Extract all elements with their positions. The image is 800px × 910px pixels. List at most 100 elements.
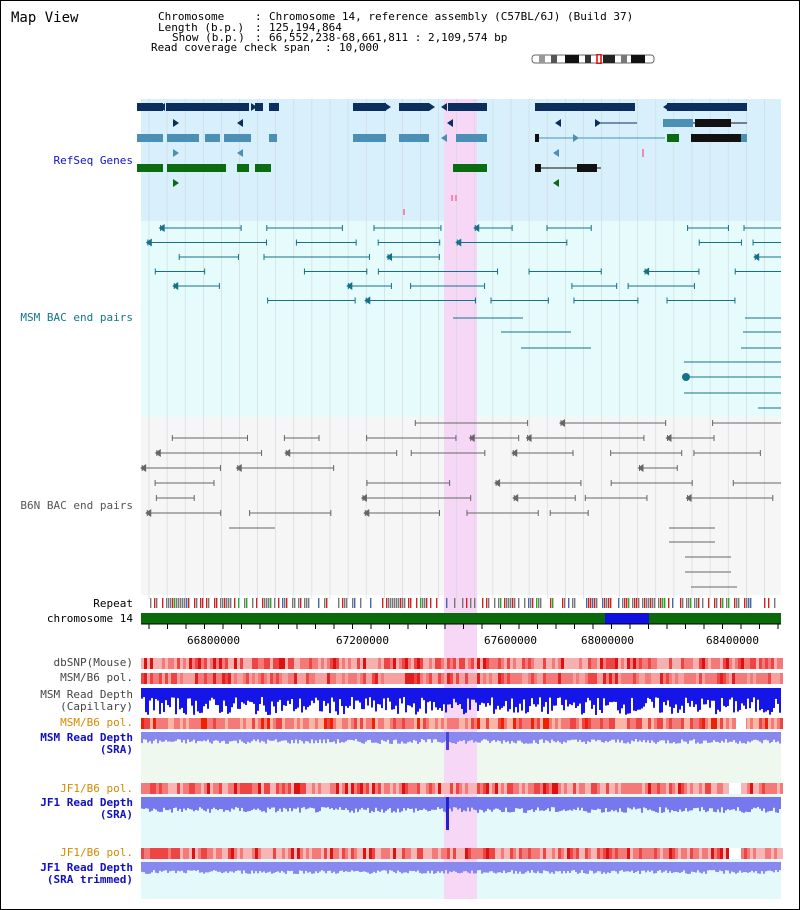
- heat-cell: [204, 718, 207, 729]
- depth-bar: [411, 862, 413, 872]
- track-label-jf1-depth-trimmed[interactable]: JF1 Read Depth: [40, 861, 133, 874]
- depth-bar: [477, 688, 479, 711]
- depth-bar: [563, 797, 565, 810]
- heat-cell: [519, 718, 522, 729]
- heat-cell: [426, 783, 429, 794]
- depth-bar: [299, 688, 301, 699]
- depth-bar: [253, 688, 255, 704]
- depth-bar: [435, 862, 437, 874]
- heat-cell: [432, 783, 435, 794]
- strand-arrow: [363, 509, 370, 517]
- depth-bar: [143, 797, 145, 810]
- depth-bar: [365, 732, 367, 742]
- depth-bar: [333, 862, 335, 872]
- heat-cell: [408, 673, 411, 684]
- depth-bar: [573, 862, 575, 871]
- heat-cell: [282, 848, 285, 859]
- depth-bar: [505, 797, 507, 808]
- depth-bar: [235, 688, 237, 698]
- heat-cell: [153, 848, 156, 859]
- depth-bar: [415, 732, 417, 741]
- track-label-msm-depth-capillary-sub: (Capillary): [60, 700, 133, 713]
- heat-cell: [717, 718, 720, 729]
- depth-bar: [317, 797, 319, 813]
- depth-bar: [647, 797, 649, 811]
- heat-cell: [468, 658, 471, 669]
- depth-bar: [413, 732, 415, 740]
- track-label-repeat[interactable]: Repeat: [93, 597, 133, 610]
- depth-bar: [363, 797, 365, 810]
- heat-cell: [657, 673, 660, 684]
- depth-bar: [611, 688, 613, 703]
- track-label-chromosome[interactable]: chromosome 14: [46, 612, 133, 625]
- depth-bar: [407, 688, 409, 706]
- heat-cell: [774, 673, 777, 684]
- repeat-element: [282, 598, 284, 608]
- track-label-jf1-b6-pol-2[interactable]: JF1/B6 pol.: [60, 846, 133, 859]
- heat-cell: [474, 718, 477, 729]
- depth-bar: [617, 688, 619, 711]
- track-label-msm-depth-capillary[interactable]: MSM Read Depth: [40, 688, 133, 701]
- depth-bar: [297, 732, 299, 744]
- heat-cell: [567, 673, 570, 684]
- heat-cell: [402, 783, 405, 794]
- track-label-msm-depth-sra[interactable]: MSM Read Depth: [40, 731, 133, 744]
- track-label-dbsnp[interactable]: dbSNP(Mouse): [53, 656, 133, 669]
- depth-bar: [715, 797, 717, 813]
- heat-cell: [411, 658, 414, 669]
- heat-cell: [396, 673, 399, 684]
- heat-cell: [774, 658, 777, 669]
- heat-cell: [183, 658, 186, 669]
- chromosome-ideogram[interactable]: [531, 54, 655, 64]
- depth-bar: [343, 797, 345, 810]
- heat-cell: [213, 783, 216, 794]
- axis-tick-label: 68400000: [706, 634, 759, 647]
- heat-cell: [459, 848, 462, 859]
- track-label-msm-b6-pol-2[interactable]: MSM/B6 pol.: [60, 716, 133, 729]
- heat-cell: [198, 848, 201, 859]
- heat-cell: [594, 718, 597, 729]
- depth-bar: [431, 732, 433, 743]
- heat-cell: [780, 673, 783, 684]
- depth-bar: [631, 797, 633, 810]
- depth-bar: [677, 688, 679, 713]
- depth-bar: [491, 732, 493, 742]
- depth-bar: [691, 688, 693, 701]
- heat-cell: [585, 848, 588, 859]
- repeat-element: [354, 598, 356, 608]
- heat-cell: [141, 848, 144, 859]
- gene-exon: [667, 103, 747, 111]
- track-label-msm-b6-pol[interactable]: MSM/B6 pol.: [60, 671, 133, 684]
- depth-bar: [615, 688, 617, 702]
- heat-cell: [168, 658, 171, 669]
- track-label-jf1-b6-pol[interactable]: JF1/B6 pol.: [60, 782, 133, 795]
- track-label-msm-bac[interactable]: MSM BAC end pairs: [20, 311, 133, 324]
- depth-bar: [543, 732, 545, 743]
- depth-bar: [765, 688, 767, 712]
- depth-bar: [463, 862, 465, 872]
- depth-bar: [211, 862, 213, 872]
- track-label-b6n-bac[interactable]: B6N BAC end pairs: [20, 499, 133, 512]
- depth-bar: [481, 732, 483, 741]
- heat-cell: [309, 673, 312, 684]
- heat-cell: [603, 673, 606, 684]
- repeat-element: [622, 598, 624, 608]
- heat-cell: [324, 783, 327, 794]
- depth-bar: [231, 732, 233, 742]
- track-label-refseq[interactable]: RefSeq Genes: [53, 154, 133, 167]
- depth-bar: [307, 688, 309, 708]
- depth-bar: [307, 732, 309, 742]
- track-label-jf1-depth-sra[interactable]: JF1 Read Depth: [40, 796, 133, 809]
- depth-bar: [705, 862, 707, 874]
- heat-cell: [273, 848, 276, 859]
- depth-bar: [755, 862, 757, 872]
- heat-cell: [648, 718, 651, 729]
- heat-cell: [621, 718, 624, 729]
- depth-bar: [745, 862, 747, 873]
- heat-cell: [483, 783, 486, 794]
- heat-cell: [756, 783, 759, 794]
- heat-cell: [495, 673, 498, 684]
- depth-bar: [547, 862, 549, 872]
- heat-cell: [342, 673, 345, 684]
